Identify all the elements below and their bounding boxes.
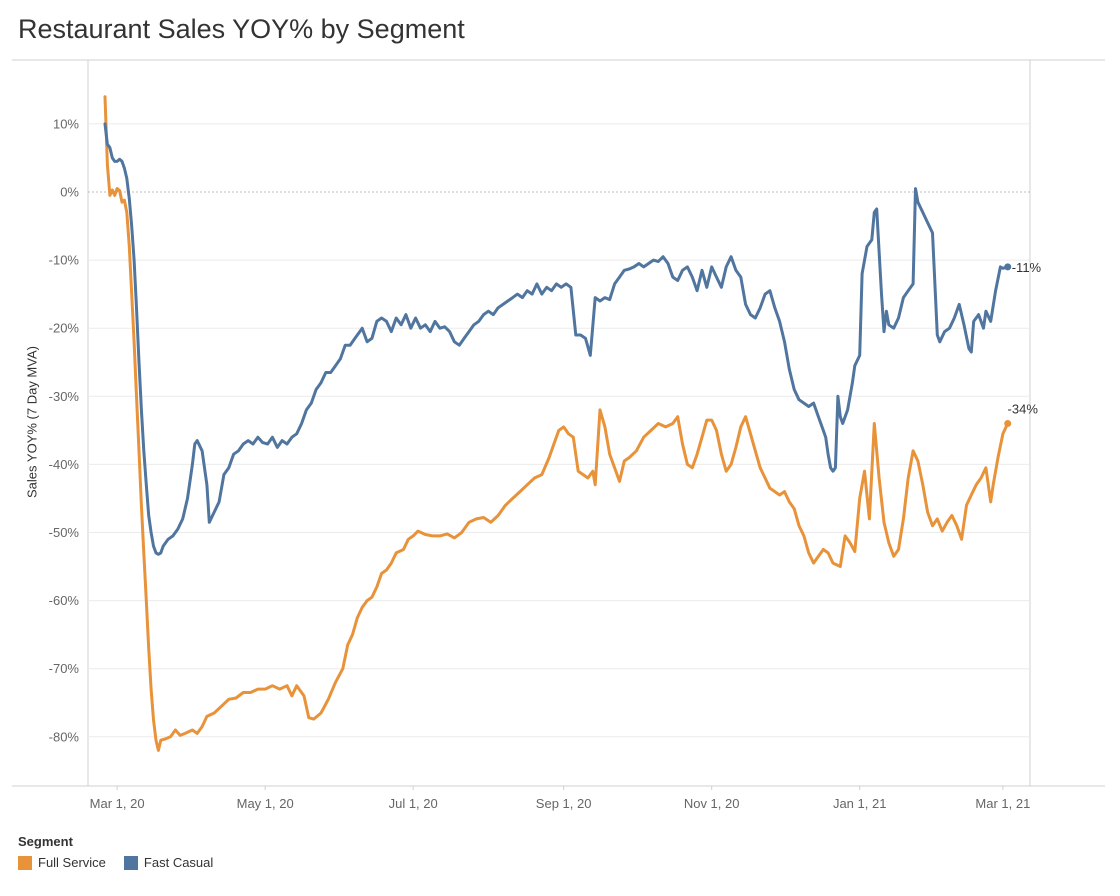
y-tick-label: -50% (49, 525, 80, 540)
y-tick-label: -60% (49, 593, 80, 608)
legend-label-full-service: Full Service (38, 855, 106, 870)
x-tick-label: Sep 1, 20 (536, 796, 592, 811)
y-tick-labels: 10% 0% -10% -20% -30% -40% -50% -60% -70% -80% (49, 116, 80, 744)
x-tick-label: Jan 1, 21 (833, 796, 887, 811)
series-line-fast-casual (103, 122, 1010, 556)
legend: Segment Full Service Fast Casual (18, 834, 213, 870)
legend-title: Segment (18, 834, 73, 849)
line-chart: 10% 0% -10% -20% -30% -40% -50% -60% -70% -80% Ma… (12, 59, 1105, 811)
y-tick-label: -30% (49, 389, 80, 404)
y-tick-label: -10% (49, 253, 80, 268)
legend-item-full-service[interactable]: Full Service (18, 855, 106, 870)
end-labels: -34% -11% (1004, 260, 1042, 428)
end-label-full-service: -34% (1008, 402, 1039, 417)
legend-swatch-fast-casual (123, 855, 138, 870)
x-tick-labels: Mar 1, 20 May 1, 20 Jul 1, 20 Sep 1, 20 Nov … (90, 786, 1030, 811)
legend-label-fast-casual: Fast Casual (143, 855, 214, 870)
series-lines (103, 95, 1010, 752)
x-tick-label: May 1, 20 (237, 796, 294, 811)
y-tick-label: 10% (53, 116, 79, 131)
y-tick-label: -20% (49, 321, 80, 336)
y-tick-label: -70% (49, 661, 80, 676)
y-tick-label: -40% (49, 457, 80, 472)
x-tick-label: Mar 1, 21 (975, 796, 1030, 811)
legend-swatch-full-service (18, 855, 32, 870)
chart-title: Restaurant Sales YOY% by Segment (18, 14, 465, 44)
x-tick-label: Jul 1, 20 (389, 796, 438, 811)
y-tick-label: 0% (60, 185, 79, 200)
chart-frame (12, 59, 1105, 787)
end-marker-fast-casual (1004, 263, 1012, 271)
legend-item-fast-casual[interactable]: Fast Casual (123, 855, 214, 870)
end-label-fast-casual: -11% (1012, 260, 1042, 275)
end-marker-full-service (1004, 420, 1012, 428)
y-tick-label: -80% (49, 729, 80, 744)
series-line-full-service (103, 95, 1010, 752)
x-tick-label: Nov 1, 20 (684, 796, 740, 811)
x-tick-label: Mar 1, 20 (90, 796, 145, 811)
